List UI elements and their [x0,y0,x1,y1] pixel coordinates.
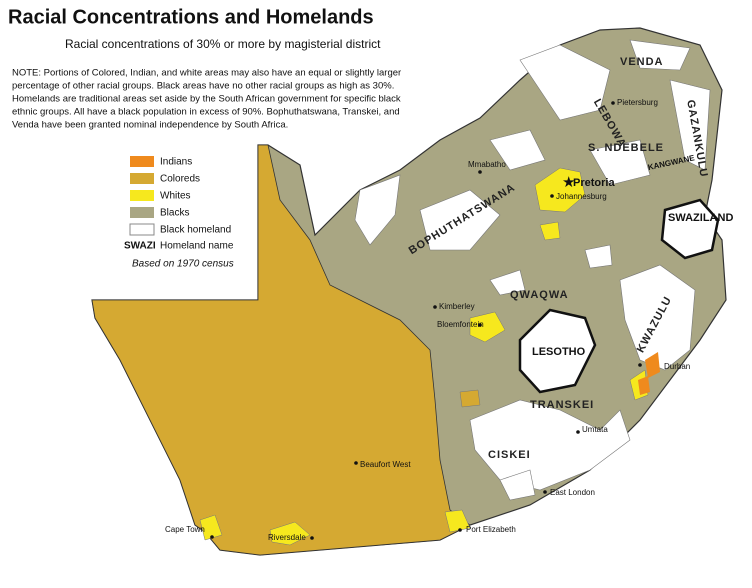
city-label: Cape Town [165,525,205,534]
homeland-label: QWAQWA [510,289,569,301]
homeland-label: CISKEI [488,449,531,461]
lesotho [518,308,597,394]
city-label: Pietersburg [617,98,658,107]
legend-source: Based on 1970 census [132,259,234,270]
legend-label: Whites [160,191,191,202]
swaziland [660,198,720,260]
coloreds-region [91,144,471,556]
legend-swatch [129,223,155,236]
legend-label: Homeland name [160,241,234,252]
note-line: percentage of other racial groups. Black… [12,81,394,92]
city-label: Beaufort West [360,460,411,469]
legend-label: Coloreds [160,174,200,185]
coloreds-inland [459,389,481,408]
legend: Indians Coloreds Whites Blacks Black hom… [124,156,234,270]
homelands [354,39,711,501]
city-label: Port Elizabeth [466,525,516,534]
legend-label: Black homeland [160,225,231,236]
city-label: Kimberley [439,302,475,311]
title: Racial Concentrations and Homelands [8,6,374,28]
indians-areas [638,352,660,395]
country-label: LESOTHO [532,346,586,358]
legend-swatch [130,207,154,218]
city-label: Durban [664,362,690,371]
city-label: Riversdale [268,533,306,542]
legend-sample: SWAZI [124,241,156,252]
note-line: NOTE: Portions of Colored, Indian, and w… [12,68,401,79]
country-label: SWAZILAND [668,212,733,224]
homeland-label: TRANSKEI [530,399,594,411]
city-label: Johannesburg [556,192,607,201]
legend-swatch [130,190,154,201]
capital-star: ★ [562,174,575,191]
homeland-label: VENDA [620,56,664,68]
note-line: ethnic groups. All have a black populati… [12,107,400,118]
note-line: Venda have been granted nominal independ… [12,120,288,131]
city-label: Pretoria [573,177,615,189]
city-label: Bloemfontein [437,320,484,329]
legend-label: Blacks [160,208,189,219]
city-dots [210,101,642,540]
legend-swatch [130,156,154,167]
homeland-label: S. NDEBELE [588,142,664,154]
note-line: Homelands are traditional areas set asid… [12,94,401,105]
legend-label: Indians [160,157,192,168]
legend-swatch [130,173,154,184]
subtitle: Racial concentrations of 30% or more by … [65,37,381,51]
city-label: Umtata [582,425,608,434]
city-label: Mmabatho [468,160,506,169]
city-label: East London [550,488,595,497]
